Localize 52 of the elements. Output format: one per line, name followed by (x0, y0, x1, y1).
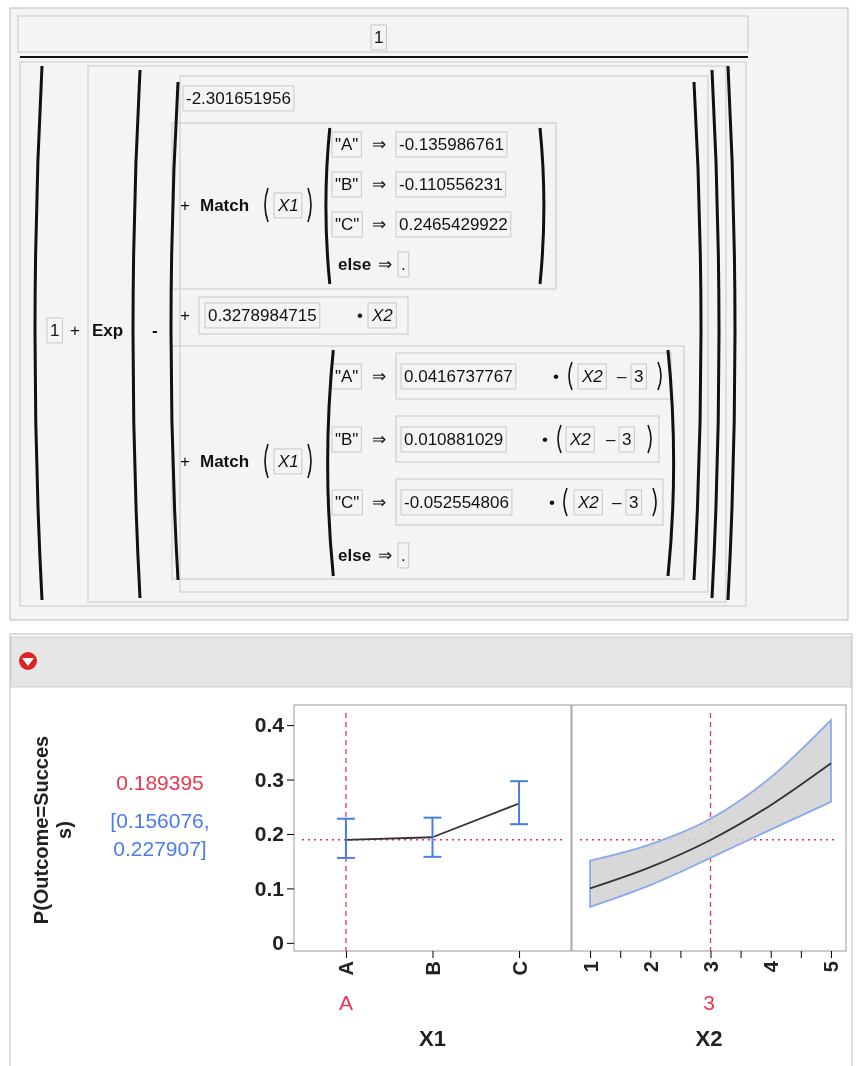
text: . (401, 545, 406, 565)
y-tick-label: 0 (272, 931, 284, 955)
text: Match (200, 451, 250, 471)
text: ⇒ (372, 492, 386, 512)
text: • (553, 366, 559, 386)
text: 1 (50, 320, 60, 340)
y-tick-label: 0.4 (254, 713, 285, 737)
x-tick-label: B (422, 961, 444, 976)
text: • (542, 429, 548, 449)
text: - (152, 320, 158, 340)
text: 3 (703, 991, 715, 1014)
x-tick-label: C (508, 961, 531, 976)
text: – (617, 366, 627, 386)
text: A (338, 991, 353, 1014)
text: + (180, 451, 190, 471)
text: 3 (634, 366, 644, 386)
text: + (180, 195, 190, 215)
x-tick-label: 3 (700, 961, 723, 973)
text: • (549, 492, 555, 512)
text: . (401, 254, 406, 274)
y-tick-label: 0.3 (254, 767, 284, 791)
text: ⇒ (372, 134, 386, 154)
text: Exp (92, 320, 124, 340)
x-tick-label: 1 (579, 961, 602, 973)
y-axis-title: P(Outcome=Success) (30, 735, 75, 925)
text: – (606, 429, 616, 449)
text: 0.189395 (116, 771, 204, 794)
text: [0.156076, 0.227907] (110, 809, 210, 861)
y-tick-label: 0.1 (254, 876, 285, 900)
text: else (338, 254, 372, 274)
x-tick-label: 5 (820, 961, 843, 973)
text: else (338, 545, 372, 565)
x-tick-label: A (335, 961, 358, 976)
text: 1 (374, 27, 384, 47)
text: ⇒ (372, 366, 386, 386)
text: 3 (622, 429, 632, 449)
x-tick-label: 4 (760, 960, 783, 973)
text: – (612, 492, 622, 512)
text: Match (200, 195, 250, 215)
text: ⇒ (378, 254, 392, 274)
text: ⇒ (372, 214, 386, 234)
text: ⇒ (372, 429, 386, 449)
text: ⇒ (372, 174, 386, 194)
text: 3 (629, 492, 639, 512)
x-tick-label: 2 (639, 961, 662, 973)
text: • (357, 305, 363, 325)
text: ⇒ (378, 545, 392, 565)
text: + (180, 305, 190, 325)
y-tick-label: 0.2 (254, 822, 284, 846)
x-axis-title: X2 (695, 1026, 723, 1051)
x-axis-title: X1 (419, 1026, 446, 1051)
text: + (70, 320, 80, 340)
